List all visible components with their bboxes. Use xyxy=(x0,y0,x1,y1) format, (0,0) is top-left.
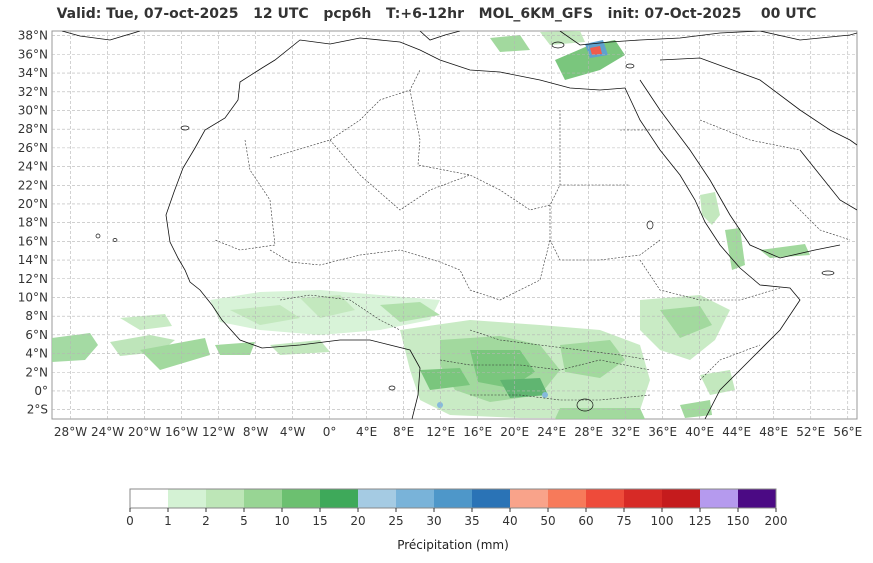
lat-tick-label: 6°N xyxy=(25,328,48,342)
lat-tick-label: 28°N xyxy=(18,122,48,136)
lon-tick-label: 20°E xyxy=(500,425,529,439)
colorbar-tick-label: 100 xyxy=(651,514,674,528)
lat-tick-label: 16°N xyxy=(18,234,48,248)
lat-tick-label: 14°N xyxy=(18,253,48,267)
lon-tick-label: 20°W xyxy=(128,425,161,439)
lat-tick-label: 22°N xyxy=(18,178,48,192)
lat-tick-label: 34°N xyxy=(18,66,48,80)
lon-tick-label: 40°E xyxy=(685,425,714,439)
lon-tick-label: 56°E xyxy=(833,425,862,439)
colorbar-swatch xyxy=(244,489,283,508)
colorbar-ticks: 0 1 2 5 10 15 20 25 30 35 40 50 60 75 100 125 150 200 xyxy=(126,508,787,528)
colorbar-tick-label: 150 xyxy=(727,514,750,528)
lon-tick-label: 32°E xyxy=(611,425,640,439)
colorbar-swatch xyxy=(358,489,397,508)
lon-tick-label: 0° xyxy=(323,425,337,439)
colorbar-swatch xyxy=(396,489,435,508)
lon-tick-label: 16°W xyxy=(165,425,198,439)
colorbar-tick-label: 60 xyxy=(578,514,593,528)
lon-tick-label: 12°E xyxy=(426,425,455,439)
lon-tick-label: 4°W xyxy=(280,425,306,439)
colorbar-tick-label: 200 xyxy=(765,514,788,528)
colorbar-tick-label: 35 xyxy=(464,514,479,528)
colorbar-swatch xyxy=(282,489,321,508)
lat-tick-label: 30°N xyxy=(18,103,48,117)
lat-tick-label: 18°N xyxy=(18,216,48,230)
colorbar-swatch xyxy=(168,489,207,508)
colorbar-tick-label: 0 xyxy=(126,514,134,528)
colorbar-tick-label: 1 xyxy=(164,514,172,528)
colorbar-swatch xyxy=(662,489,701,508)
lat-tick-label: 2°N xyxy=(25,365,48,379)
colorbar-swatch xyxy=(434,489,473,508)
colorbar-swatch xyxy=(548,489,587,508)
colorbar-swatch xyxy=(624,489,663,508)
lat-tick-label: 24°N xyxy=(18,160,48,174)
colorbar-swatch xyxy=(320,489,359,508)
colorbar-tick-label: 125 xyxy=(689,514,712,528)
lon-tick-label: 8°W xyxy=(243,425,269,439)
latitude-labels: 38°N 36°N 34°N 32°N 30°N 28°N 26°N 24°N 22°N 20°N… xyxy=(18,29,48,417)
colorbar-tick-label: 30 xyxy=(426,514,441,528)
lon-tick-label: 28°E xyxy=(574,425,603,439)
lon-tick-label: 52°E xyxy=(796,425,825,439)
colorbar-frame xyxy=(129,488,777,509)
colorbar xyxy=(129,488,777,509)
lat-tick-label: 2°S xyxy=(27,403,48,417)
lon-tick-label: 36°E xyxy=(648,425,677,439)
lat-tick-label: 10°N xyxy=(18,290,48,304)
lakes-islands xyxy=(95,41,835,412)
colorbar-tick-label: 5 xyxy=(240,514,248,528)
lat-tick-label: 20°N xyxy=(18,197,48,211)
lon-tick-label: 48°E xyxy=(759,425,788,439)
colorbar-swatch xyxy=(510,489,549,508)
colorbar-tick-label: 20 xyxy=(350,514,365,528)
longitude-labels: 28°W 24°W 20°W 16°W 12°W 8°W 4°W 0° 4°E 8°E 12°E 16… xyxy=(54,425,862,439)
colorbar-swatch xyxy=(206,489,245,508)
colorbar-tick-label: 75 xyxy=(616,514,631,528)
colorbar-swatch xyxy=(130,489,169,508)
map-gridlines xyxy=(52,31,857,419)
lon-tick-label: 8°E xyxy=(393,425,414,439)
lon-tick-label: 28°W xyxy=(54,425,87,439)
colorbar-tick-label: 15 xyxy=(312,514,327,528)
colorbar-swatch xyxy=(586,489,625,508)
colorbar-tick-label: 10 xyxy=(274,514,289,528)
lon-tick-label: 16°E xyxy=(463,425,492,439)
map-title: Valid: Tue, 07-oct-2025 12 UTC pcp6h T:+… xyxy=(56,6,817,22)
lat-tick-label: 4°N xyxy=(25,347,48,361)
colorbar-tick-label: 2 xyxy=(202,514,210,528)
colorbar-tick-label: 40 xyxy=(502,514,517,528)
lat-tick-label: 12°N xyxy=(18,272,48,286)
colorbar-label: Précipitation (mm) xyxy=(397,538,509,552)
lon-tick-label: 4°E xyxy=(356,425,377,439)
lat-tick-label: 38°N xyxy=(18,29,48,43)
colorbar-tick-label: 25 xyxy=(388,514,403,528)
colorbar-swatch xyxy=(738,489,777,508)
lon-tick-label: 44°E xyxy=(722,425,751,439)
colorbar-swatch xyxy=(700,489,739,508)
lat-tick-label: 0° xyxy=(34,384,48,398)
lat-tick-label: 26°N xyxy=(18,141,48,155)
lon-tick-label: 24°W xyxy=(91,425,124,439)
coastlines xyxy=(61,31,857,419)
country-borders xyxy=(214,69,851,401)
lat-tick-label: 32°N xyxy=(18,85,48,99)
lat-tick-label: 36°N xyxy=(18,47,48,61)
precipitation-layer xyxy=(52,31,810,419)
colorbar-tick-label: 50 xyxy=(540,514,555,528)
lat-tick-label: 8°N xyxy=(25,309,48,323)
lon-tick-label: 24°E xyxy=(537,425,566,439)
lon-tick-label: 12°W xyxy=(202,425,235,439)
colorbar-swatch xyxy=(472,489,511,508)
